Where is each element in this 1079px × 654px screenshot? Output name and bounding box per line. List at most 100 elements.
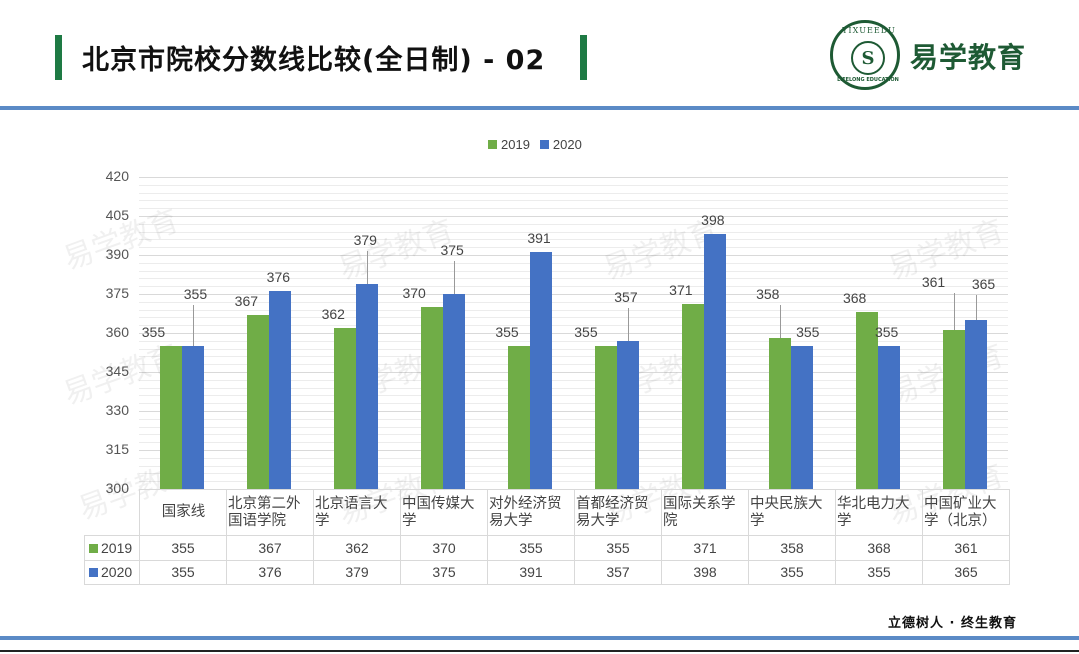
category-label-line: 学: [315, 512, 330, 529]
header-divider: [0, 106, 1079, 110]
table-value-cell: 355: [748, 559, 836, 585]
gridline-minor: [139, 418, 1008, 420]
y-axis-tick-label: 375: [105, 285, 129, 301]
footer-slogan: 立德树人 · 终生教育: [888, 616, 1017, 631]
category-label-line: 学: [750, 512, 765, 529]
y-axis-tick-label: 345: [105, 363, 129, 379]
title-accent-bar-right: [580, 35, 587, 80]
bar-2020: [443, 294, 466, 489]
gridline-minor: [139, 184, 1008, 186]
table-category-cell: 中央民族大学: [748, 489, 836, 536]
table-value-cell: 375: [400, 559, 488, 585]
bar-2019: [594, 346, 617, 489]
table-series-head-2020: 2020: [84, 559, 140, 585]
table-value-cell: 362: [313, 535, 401, 561]
gridline-minor: [139, 208, 1008, 210]
table-value-cell: 355: [139, 559, 227, 585]
bar-2020: [703, 234, 726, 489]
table-value-cell: 379: [313, 559, 401, 585]
gridline-minor: [139, 403, 1008, 405]
table-category-cell: 中国矿业大 学（北京）: [922, 489, 1010, 536]
category-label-line: 易大学: [576, 512, 620, 529]
gridline-major: [139, 411, 1008, 412]
table-value-cell: 398: [661, 559, 749, 585]
bar-2019: [421, 307, 444, 489]
gridline-minor: [139, 301, 1008, 303]
gridline-minor: [139, 309, 1008, 311]
y-axis-tick-label: 390: [105, 246, 129, 262]
gridline-minor: [139, 317, 1008, 319]
data-label: 355: [183, 286, 208, 302]
table-value-cell: 355: [574, 535, 662, 561]
book-icon: S: [851, 41, 885, 75]
gridline-minor: [139, 387, 1008, 389]
data-label: 379: [353, 231, 377, 248]
bar-2020: [616, 340, 639, 489]
series-label-2020: 2020: [101, 564, 133, 581]
gridline-major: [139, 177, 1008, 178]
data-label: 367: [234, 292, 259, 309]
gridline-minor: [139, 379, 1008, 381]
table-value-cell: 361: [922, 535, 1010, 561]
category-label-line: 北京语言大: [315, 495, 388, 512]
gridline-minor: [139, 364, 1008, 366]
legend-swatch-2019: [488, 140, 497, 149]
bar-2020: [877, 346, 900, 489]
label-leader-line: [454, 261, 456, 294]
data-label: 357: [614, 288, 638, 305]
data-label: 368: [842, 290, 867, 307]
gridline-minor: [139, 395, 1008, 397]
bar-2020: [530, 252, 553, 489]
data-label: 361: [921, 274, 946, 291]
label-leader-line: [627, 307, 629, 341]
gridline-minor: [139, 278, 1008, 280]
table-series-head-2019: 2019: [84, 535, 140, 561]
table-value-cell: 355: [487, 535, 575, 561]
table-value-cell: 370: [400, 535, 488, 561]
table-corner: [84, 489, 140, 536]
gridline-minor: [139, 286, 1008, 288]
y-axis-tick-label: 315: [105, 441, 129, 457]
data-label: 355: [874, 324, 899, 340]
table-value-cell: 371: [661, 535, 749, 561]
y-axis-tick-label: 360: [105, 324, 129, 340]
table-category-cell: 中国传媒大学: [400, 489, 488, 536]
category-label-line: 中国矿业大: [924, 495, 997, 512]
bar-2020: [790, 346, 813, 489]
legend-label-2019: 2019: [501, 137, 530, 152]
table-category-cell: 首都经济贸 易大学: [574, 489, 662, 536]
table-value-cell: 391: [487, 559, 575, 585]
bar-2020: [182, 346, 205, 489]
gridline-minor: [139, 239, 1008, 241]
y-axis-tick-label: 420: [105, 168, 129, 184]
category-label-line: 学（北京）: [924, 512, 997, 529]
category-label-line: 对外经济贸: [489, 495, 562, 512]
table-value-cell: 355: [835, 559, 923, 585]
title-accent-bar-left: [55, 35, 62, 80]
category-label-line: 华北电力大: [837, 495, 910, 512]
data-label: 355: [141, 324, 166, 340]
page-title: 北京市院校分数线比较(全日制) - 02: [82, 45, 546, 76]
gridline-minor: [139, 200, 1008, 202]
bar-2019: [508, 346, 531, 489]
data-label: 375: [440, 242, 464, 258]
bar-2019: [334, 327, 357, 489]
data-label: 376: [266, 269, 291, 286]
gridline-minor: [139, 325, 1008, 327]
bar-2020: [269, 291, 292, 489]
logo: YIXUEEDU S LIFELONG EDUCATION 易学教育: [830, 20, 1030, 90]
category-label-line: 国际关系学: [663, 495, 736, 512]
category-label-line: 首都经济贸: [576, 495, 649, 512]
bar-2019: [768, 338, 791, 489]
gridline-major: [139, 255, 1008, 256]
bar-2019: [681, 304, 704, 489]
gridline-minor: [139, 262, 1008, 264]
gridline-minor: [139, 340, 1008, 342]
chart-legend: 2019 2020: [488, 137, 582, 152]
data-label: 371: [669, 282, 693, 299]
data-label: 355: [574, 324, 598, 340]
table-category-row: 国家线 北京第二外 国语学院 北京语言大学中国传媒大学对外经济贸 易大学 首都经济贸 易大学…: [84, 489, 1010, 536]
table-row-2019: 2019 355 367 362 370 355 355 371 358 368 361: [84, 535, 1010, 561]
logo-ring-bottom-text: LIFELONG EDUCATION: [837, 77, 899, 83]
series-swatch-2020: [89, 568, 98, 578]
